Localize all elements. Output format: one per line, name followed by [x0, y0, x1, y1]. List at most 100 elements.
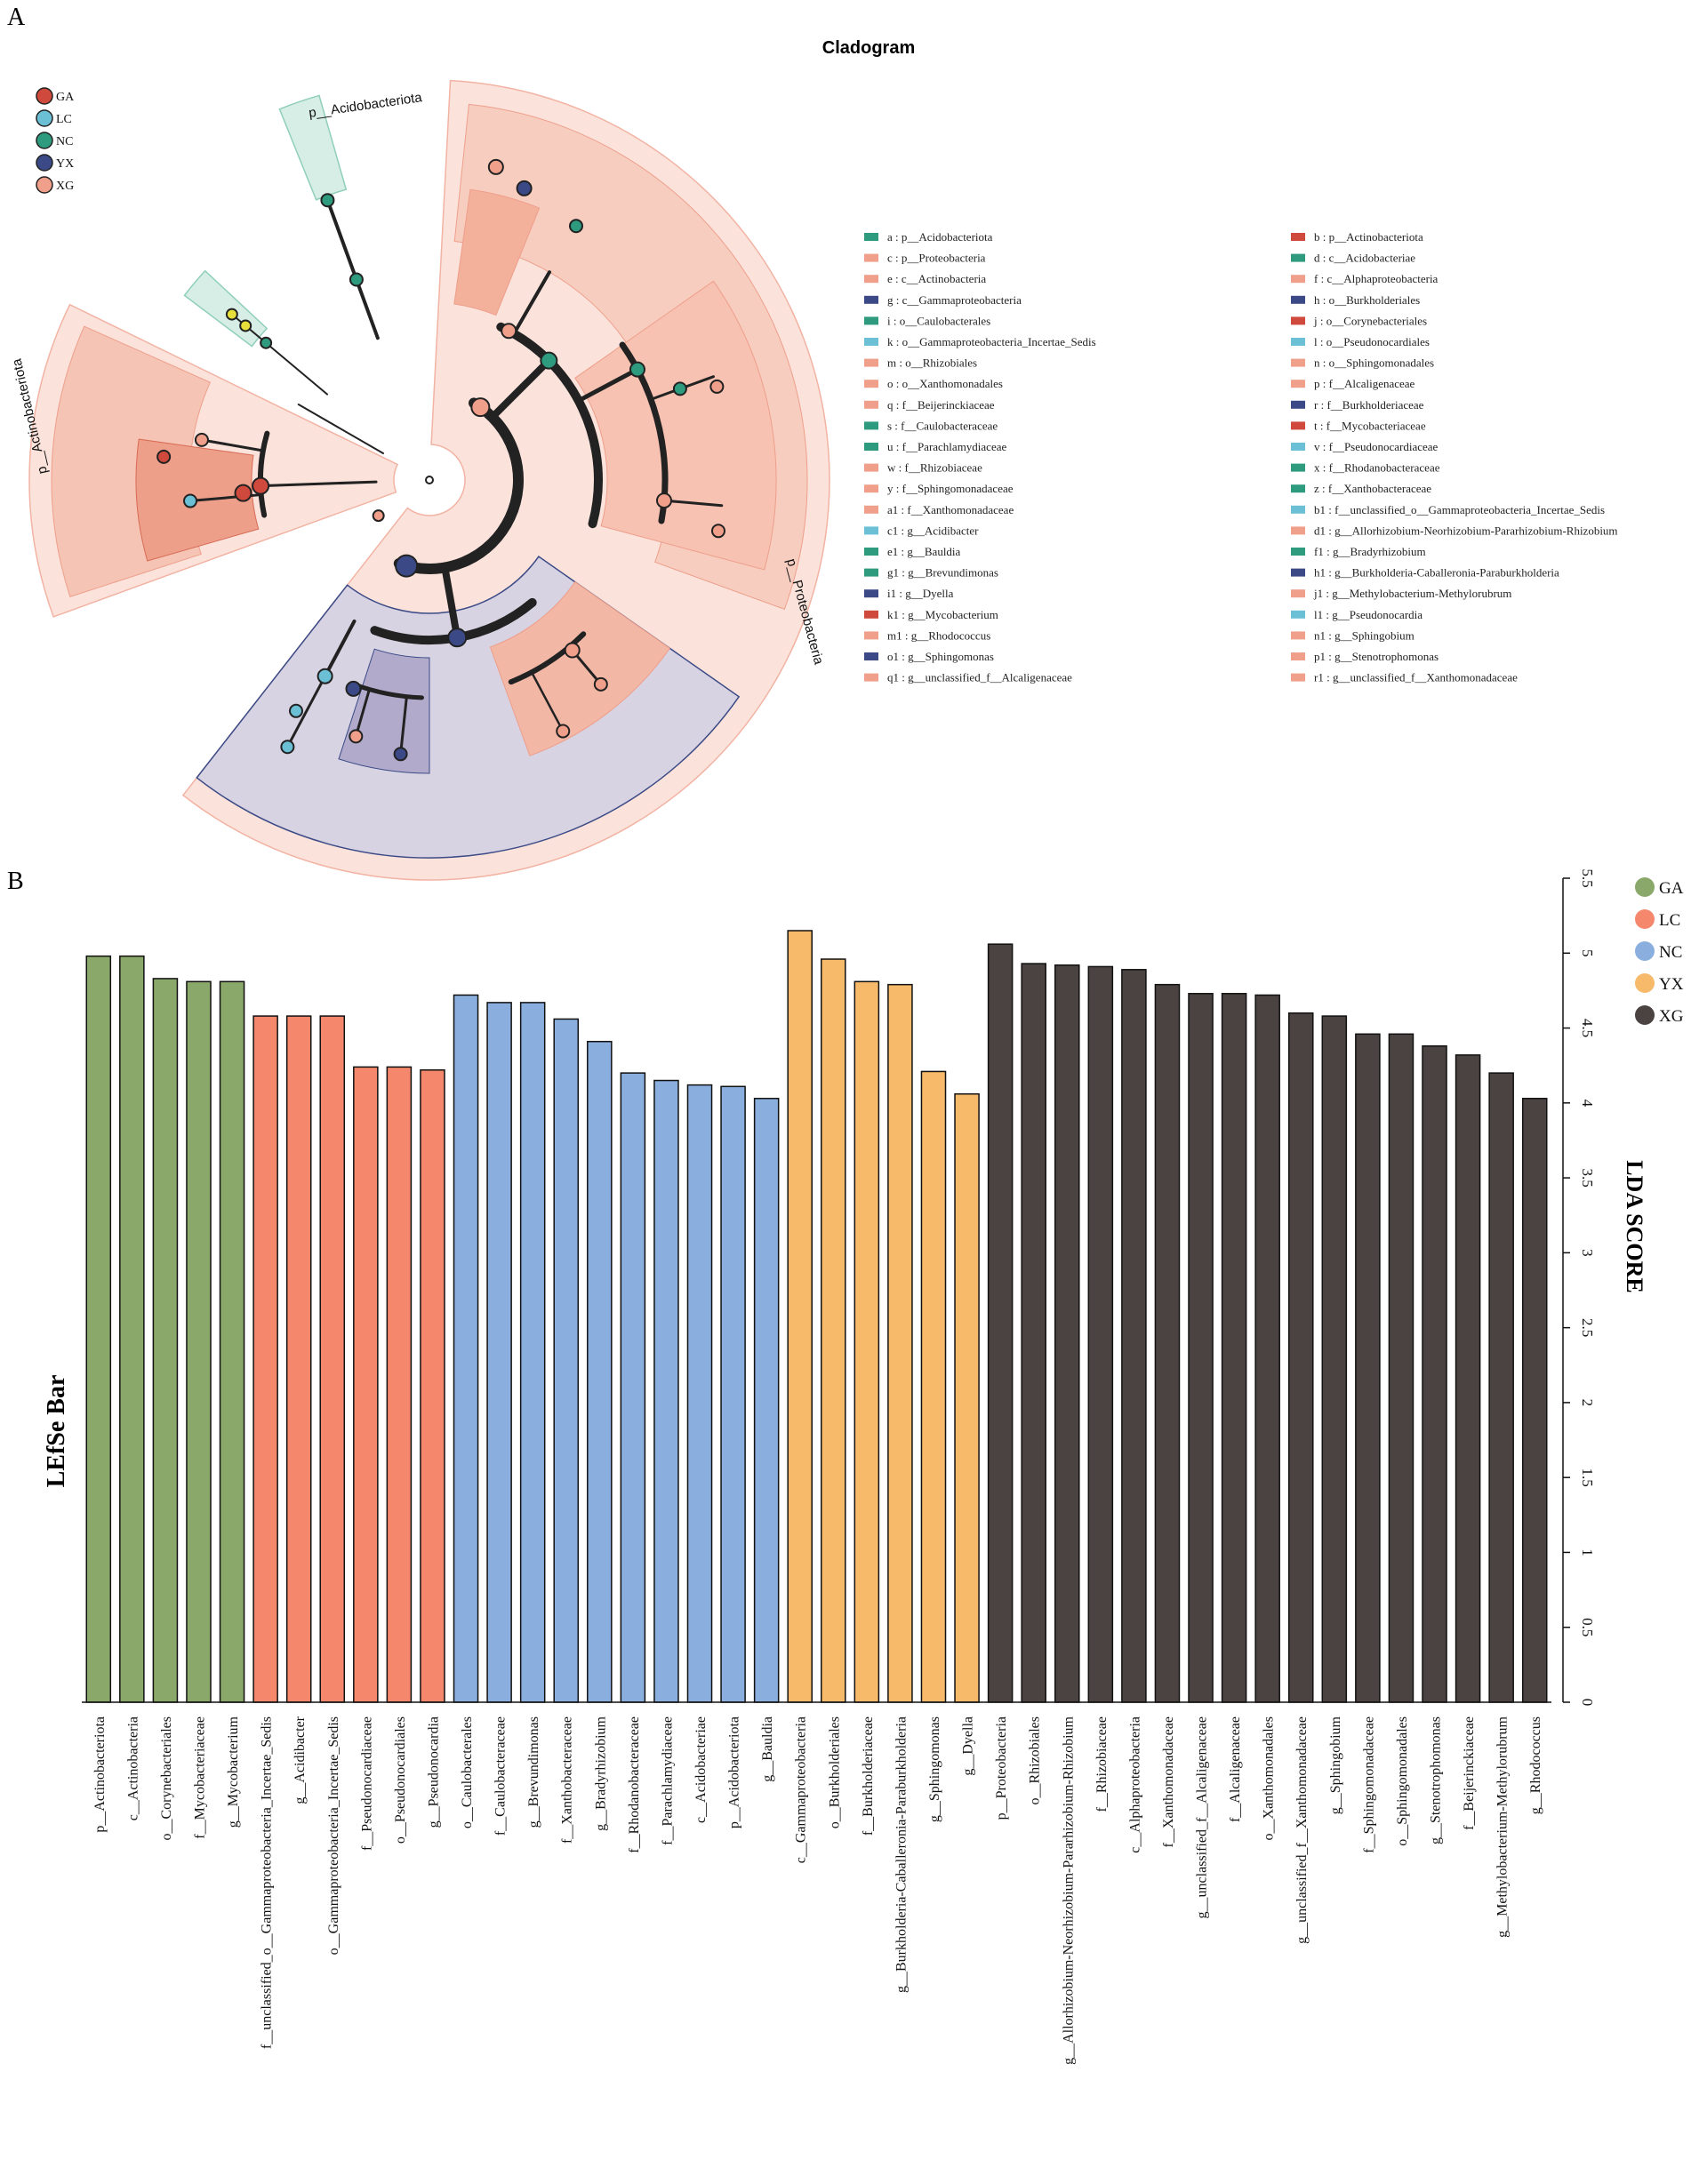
bar-g__Sphingobium [1321, 1015, 1348, 1703]
x-tick-label: g__Allorhizobium-Neorhizobium-Pararhizob… [1061, 1716, 1076, 2064]
key-swatch [1291, 338, 1305, 346]
y-tick-label: 5 [1579, 949, 1596, 957]
bar-legend-label-ga: GA [1659, 879, 1684, 898]
key-swatch [1291, 358, 1305, 367]
key-swatch [864, 421, 878, 430]
x-tick-label: g__Acidibacter [293, 1716, 308, 1804]
bar-p__Acidobacteriota [720, 1085, 746, 1703]
key-entry: r : f__Burkholderiaceae [1314, 398, 1424, 412]
key-entry: n : o__Sphingomonadales [1314, 356, 1434, 370]
tree-node [194, 432, 209, 447]
key-entry: j : o__Corynebacteriales [1313, 314, 1427, 327]
tree-node [556, 724, 571, 739]
x-tick-label: o__Sphingomonadales [1395, 1716, 1410, 1846]
key-swatch [1291, 400, 1305, 409]
tree-root [425, 476, 434, 484]
key-swatch [864, 631, 878, 640]
key-swatch [864, 233, 878, 241]
key-entry: c : p__Proteobacteria [887, 252, 986, 265]
key-swatch [864, 568, 878, 577]
tree-node [593, 676, 608, 692]
key-swatch [864, 463, 878, 472]
key-swatch [864, 673, 878, 682]
tree-node [280, 740, 295, 755]
x-tick-label: f__unclassified_o__Gammaproteobacteria_I… [260, 1716, 275, 2049]
key-swatch [864, 338, 878, 346]
bar-o__Sphingomonadales [1388, 1033, 1415, 1703]
bar-o__Burkholderiales [821, 958, 846, 1703]
legend-label-ga: GA [56, 91, 75, 104]
tree-node [447, 628, 468, 648]
bar-c__Actinobacteria [119, 955, 145, 1703]
x-tick-label: f__Caulobacteraceae [493, 1716, 509, 1836]
key-entry: e : c__Actinobacteria [887, 272, 986, 285]
bar-c__Acidobacteriae [686, 1084, 713, 1703]
tree-node [672, 381, 687, 396]
key-swatch [864, 380, 878, 388]
bar-legend-label-yx: YX [1659, 975, 1684, 994]
bar-f__Xanthobacteraceae [553, 1018, 580, 1703]
bar-g__Bradyrhizobium [587, 1040, 613, 1703]
key-swatch [864, 610, 878, 619]
y-tick-label: 3.5 [1579, 1168, 1596, 1187]
x-tick-label: f__Mycobacteriaceae [192, 1716, 207, 1839]
tree-node [156, 449, 172, 464]
label-p-acidobacteriota: p__Acidobacteriota [308, 90, 423, 121]
x-tick-label: f__Alcaligenaceae [1228, 1716, 1243, 1822]
x-tick-label: c__Alphaproteobacteria [1127, 1716, 1142, 1853]
key-swatch [1291, 505, 1305, 514]
key-entry: d : c__Acidobacteriae [1314, 252, 1415, 265]
bar-series [82, 930, 1551, 1703]
key-entry: p1 : g__Stenotrophomonas [1314, 650, 1439, 663]
key-entry: a1 : f__Xanthomonadaceae [887, 503, 1014, 516]
key-entry: g : c__Gammaproteobacteria [887, 293, 1022, 307]
key-swatch [864, 275, 878, 284]
bar-o__Xanthomonadales [1254, 994, 1280, 1703]
key-swatch [1291, 484, 1305, 493]
key-swatch [1291, 631, 1305, 640]
bar-f__Mycobacteriaceae [186, 980, 212, 1703]
bar-g__Pseudonocardia [420, 1068, 445, 1703]
key-swatch [1291, 589, 1305, 598]
tree-node [516, 180, 533, 196]
bar-legend-swatch-yx [1635, 973, 1655, 993]
cladogram-group-legend: GA LC NC YX XG [36, 87, 75, 194]
sector-burkholderiales [338, 648, 430, 774]
sector-u [183, 269, 268, 348]
legend-label-nc: NC [56, 135, 73, 148]
key-swatch [1291, 526, 1305, 535]
bar-g__Mycobacterium [219, 980, 245, 1703]
y-tick-label: 3 [1579, 1249, 1596, 1257]
x-tick-label: g__Bauldia [760, 1716, 775, 1782]
bar-c__Gammaproteobacteria [787, 930, 813, 1703]
x-tick-label: f__Beijerinckiaceae [1462, 1716, 1477, 1830]
bar-f__Parachlamydiaceae [653, 1079, 679, 1703]
legend-swatch-ga [36, 87, 53, 105]
x-tick-label: g__Rhodococcus [1528, 1716, 1543, 1814]
x-tick-labels: p__Actinobacteriota c__Actinobacteria o__C… [92, 1716, 1543, 2065]
key-swatch [864, 316, 878, 325]
key-entry: r1 : g__unclassified_f__Xanthomonadaceae [1314, 671, 1518, 684]
legend-swatch-yx [36, 154, 53, 172]
key-entry: o : o__Xanthomonadales [887, 377, 1003, 390]
key-entry: y : f__Sphingomonadaceae [887, 482, 1014, 495]
key-swatch [864, 484, 878, 493]
x-tick-label: g__Burkholderia-Caballeronia-Paraburkhol… [894, 1716, 909, 1993]
y-tick-label: 0 [1579, 1699, 1596, 1707]
bar-o__Caulobacterales [453, 994, 479, 1703]
key-swatch [1291, 443, 1305, 451]
bar-f__Pseudonocardiaceae [353, 1066, 379, 1703]
key-entry: i1 : g__Dyella [887, 587, 954, 600]
bar-legend-label-nc: NC [1659, 943, 1682, 962]
key-swatch [864, 548, 878, 556]
key-entry: m : o__Rhizobiales [887, 356, 977, 370]
tree-node [709, 379, 725, 394]
key-entry: n1 : g__Sphingobium [1314, 628, 1415, 642]
key-swatch [864, 253, 878, 262]
x-tick-label: f__Rhodanobacteraceae [627, 1716, 642, 1853]
tree-node [372, 509, 385, 523]
key-swatch [864, 652, 878, 660]
